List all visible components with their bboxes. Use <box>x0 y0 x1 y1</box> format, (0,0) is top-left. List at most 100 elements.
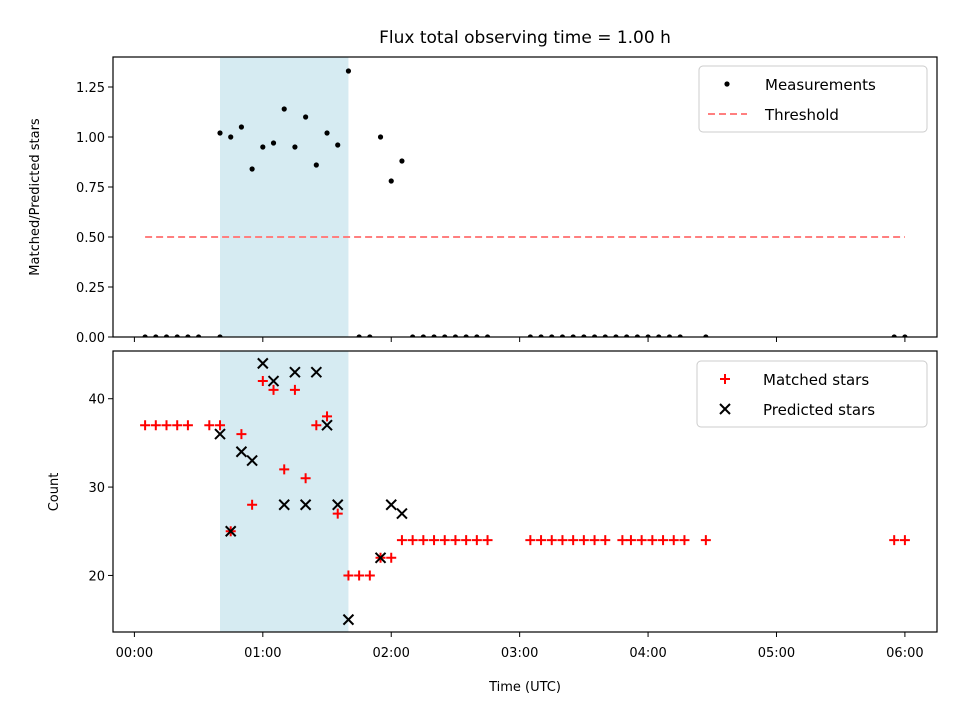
top-y-axis-label: Matched/Predicted stars <box>28 118 43 276</box>
highlight-span <box>220 351 349 632</box>
bottom-y-axis-label: Count <box>47 473 62 512</box>
data-point <box>364 570 375 581</box>
data-point <box>410 334 416 337</box>
data-point <box>581 334 587 337</box>
data-point <box>257 357 269 370</box>
data-point <box>356 334 362 337</box>
data-point <box>613 334 619 337</box>
data-point <box>310 366 323 378</box>
data-point <box>549 334 555 337</box>
data-point <box>902 334 908 337</box>
data-point <box>322 411 333 422</box>
data-point <box>538 334 544 337</box>
data-point <box>474 334 480 337</box>
data-point <box>617 535 628 546</box>
data-point <box>299 499 312 511</box>
data-point <box>246 454 258 467</box>
data-point <box>666 334 673 337</box>
data-point <box>396 535 407 546</box>
y-tick-label: 20 <box>88 569 105 584</box>
y-tick-label: 0.50 <box>76 231 105 246</box>
data-point <box>238 124 245 130</box>
data-point <box>196 334 202 337</box>
data-point <box>332 499 344 511</box>
data-point <box>388 178 394 184</box>
data-point <box>204 420 215 431</box>
series-predicted-stars <box>214 357 408 626</box>
legend-marker <box>719 403 731 415</box>
data-point <box>303 114 309 120</box>
data-point <box>281 106 287 112</box>
x-tick-label: 03:00 <box>501 646 538 661</box>
data-point <box>645 334 651 337</box>
data-point <box>332 508 343 519</box>
data-point <box>142 334 148 337</box>
data-point <box>163 334 170 337</box>
highlight-span <box>220 57 349 337</box>
data-point <box>557 535 568 546</box>
x-axis-label: Time (UTC) <box>488 680 561 695</box>
data-point <box>324 130 330 136</box>
bottom-panel: 20 30 40 00:00 01:00 02:00 03:00 04:00 05:00 06:0… <box>47 350 938 695</box>
data-point <box>172 420 183 431</box>
data-point <box>185 334 191 337</box>
data-point <box>624 334 630 337</box>
x-tick-label: 06:00 <box>886 646 923 661</box>
data-point <box>260 144 266 150</box>
data-point <box>289 384 300 395</box>
legend-label: Measurements <box>765 76 876 94</box>
data-point <box>625 535 636 546</box>
data-point <box>374 552 387 564</box>
data-point <box>636 535 647 546</box>
x-tick-label: 01:00 <box>244 646 281 661</box>
legend-label: Threshold <box>764 106 839 124</box>
y-tick-label: 0.25 <box>76 281 105 296</box>
data-point <box>420 334 426 337</box>
data-point <box>300 473 311 484</box>
data-point <box>257 376 268 387</box>
data-point <box>278 499 290 511</box>
y-tick-label: 40 <box>88 393 105 408</box>
data-point <box>570 334 576 337</box>
data-point <box>377 134 384 140</box>
data-point <box>656 334 662 337</box>
series-group <box>142 68 908 337</box>
data-point <box>450 535 461 546</box>
data-point <box>527 334 533 337</box>
data-point <box>182 420 193 431</box>
data-point <box>536 535 547 546</box>
data-point <box>700 535 711 546</box>
y-tick-label: 0.75 <box>76 181 105 196</box>
data-point <box>634 334 640 337</box>
data-point <box>292 144 298 150</box>
data-point <box>313 162 319 168</box>
data-point <box>578 535 589 546</box>
data-point <box>217 130 223 136</box>
data-point <box>321 419 333 431</box>
data-point <box>439 535 450 546</box>
data-point <box>482 535 493 546</box>
data-point <box>668 535 679 546</box>
data-point <box>150 420 161 431</box>
data-point <box>161 420 172 431</box>
data-point <box>891 334 897 337</box>
data-point <box>889 535 900 546</box>
data-point <box>279 464 290 475</box>
y-tick-label: 1.00 <box>76 131 105 146</box>
legend-box <box>696 360 928 428</box>
data-point <box>679 535 690 546</box>
data-point <box>228 134 234 140</box>
legend-box <box>698 65 928 133</box>
bottom-plot-area: 20 30 40 00:00 01:00 02:00 03:00 04:00 05:00 06:0… <box>88 350 938 661</box>
top-panel: Flux total observing time = 1.00 h 0.00 0… <box>28 28 938 346</box>
data-point <box>658 535 669 546</box>
legend-label: Predicted stars <box>763 401 875 419</box>
axes-frame <box>112 56 938 338</box>
data-point <box>589 535 600 546</box>
x-tick-label: 00:00 <box>116 646 153 661</box>
data-point <box>484 334 491 337</box>
data-point <box>399 158 405 164</box>
data-point <box>602 334 608 337</box>
series-group <box>140 357 910 626</box>
